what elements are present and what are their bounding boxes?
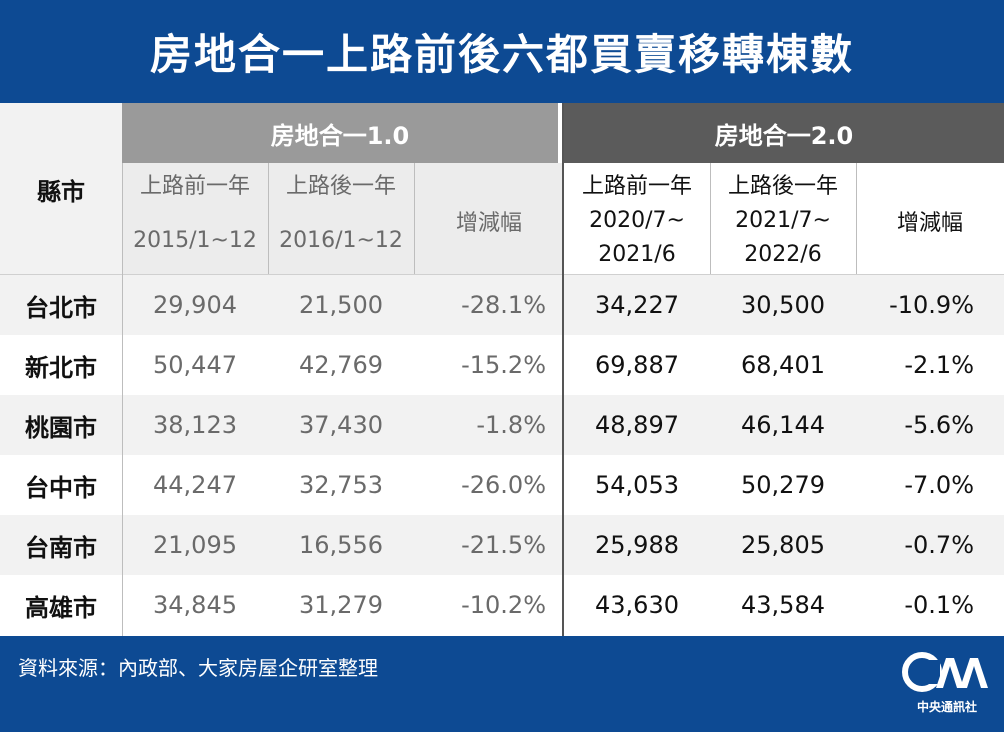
header-bg-county (0, 103, 122, 274)
cna-logo-icon (902, 652, 988, 692)
row-city: 高雄市 (25, 593, 97, 622)
table-cell-f: -2.1% (904, 351, 974, 379)
title-bar: 房地合一上路前後六都買賣移轉棟數 (0, 0, 1004, 103)
grid-line (856, 163, 857, 274)
table-cell-b: 42,769 (299, 351, 383, 379)
row-city: 桃園市 (25, 413, 97, 442)
table-cell-f: -0.1% (904, 591, 974, 619)
table-cell-c: -26.0% (461, 471, 546, 499)
row-stripe (0, 515, 1004, 575)
table-cell-a: 38,123 (153, 411, 237, 439)
grid-line (122, 163, 123, 636)
table-cell-e: 46,144 (741, 411, 825, 439)
table-cell-e: 43,584 (741, 591, 825, 619)
table-cell-a: 44,247 (153, 471, 237, 499)
table-cell-f: -5.6% (904, 411, 974, 439)
table-cell-d: 48,897 (595, 411, 679, 439)
table-cell-b: 16,556 (299, 531, 383, 559)
table-cell-c: -1.8% (476, 411, 546, 439)
table-cell-a: 34,845 (153, 591, 237, 619)
g2-col2-line2: 2021/7~ (735, 207, 831, 233)
g1-col2-top: 上路後一年 (285, 174, 396, 199)
table-cell-d: 25,988 (595, 531, 679, 559)
group-divider (562, 103, 564, 636)
g1-col2-bottom: 2016/1~12 (279, 227, 403, 253)
table-cell-d: 54,053 (595, 471, 679, 499)
row-city: 台中市 (25, 473, 97, 502)
table-cell-a: 21,095 (153, 531, 237, 559)
table-cell-d: 69,887 (595, 351, 679, 379)
table-cell-c: -10.2% (461, 591, 546, 619)
grid-line (710, 163, 711, 274)
table-cell-c: -28.1% (461, 291, 546, 319)
table-cell-e: 25,805 (741, 531, 825, 559)
grid-line (268, 163, 269, 274)
table-cell-b: 31,279 (299, 591, 383, 619)
row-stripe (0, 395, 1004, 455)
table-cell-c: -15.2% (461, 351, 546, 379)
table-cell-d: 34,227 (595, 291, 679, 319)
header-bg-group1 (122, 163, 564, 274)
header-divider (0, 274, 1004, 275)
table-cell-b: 21,500 (299, 291, 383, 319)
group1-label: 房地合一1.0 (270, 121, 410, 150)
table-cell-f: -7.0% (904, 471, 974, 499)
county-header: 縣市 (37, 177, 85, 206)
table-cell-a: 29,904 (153, 291, 237, 319)
g2-col1-line2: 2020/7~ (589, 207, 685, 233)
data-table: 房地合一1.0 房地合一2.0 縣市 上路前一年 2015/1~12 上路後一年… (0, 103, 1004, 636)
g2-col1-line3: 2021/6 (598, 241, 676, 267)
group1-header: 房地合一1.0 (122, 103, 558, 163)
g2-col1-top: 上路前一年 (581, 174, 692, 199)
table-cell-e: 50,279 (741, 471, 825, 499)
table-cell-e: 68,401 (741, 351, 825, 379)
grid-line (414, 163, 415, 274)
table-cell-b: 37,430 (299, 411, 383, 439)
footer: 資料來源：內政部、大家房屋企研室整理 中央通訊社 (0, 636, 1004, 732)
g1-col1-bottom: 2015/1~12 (133, 227, 257, 253)
table-cell-b: 32,753 (299, 471, 383, 499)
group2-header: 房地合一2.0 (564, 103, 1004, 163)
row-stripe (0, 275, 1004, 335)
g2-col2-line3: 2022/6 (744, 241, 822, 267)
source-note: 資料來源：內政部、大家房屋企研室整理 (18, 656, 378, 680)
g1-col1-top: 上路前一年 (139, 174, 250, 199)
table-cell-f: -0.7% (904, 531, 974, 559)
row-city: 台北市 (25, 293, 97, 322)
table-cell-c: -21.5% (461, 531, 546, 559)
logo-caption: 中央通訊社 (916, 700, 977, 714)
cna-logo: 中央通訊社 (902, 650, 992, 726)
g1-change-header: 增減幅 (455, 211, 522, 236)
table-cell-f: -10.9% (889, 291, 974, 319)
table-cell-d: 43,630 (595, 591, 679, 619)
table-cell-a: 50,447 (153, 351, 237, 379)
header-bg-group2 (564, 163, 1004, 274)
table-cell-e: 30,500 (741, 291, 825, 319)
row-city: 新北市 (25, 353, 97, 382)
page-title: 房地合一上路前後六都買賣移轉棟數 (149, 30, 854, 79)
g2-change-header: 增減幅 (896, 211, 963, 236)
g2-col2-top: 上路後一年 (727, 174, 838, 199)
row-city: 台南市 (25, 533, 97, 562)
group2-label: 房地合一2.0 (714, 121, 854, 150)
